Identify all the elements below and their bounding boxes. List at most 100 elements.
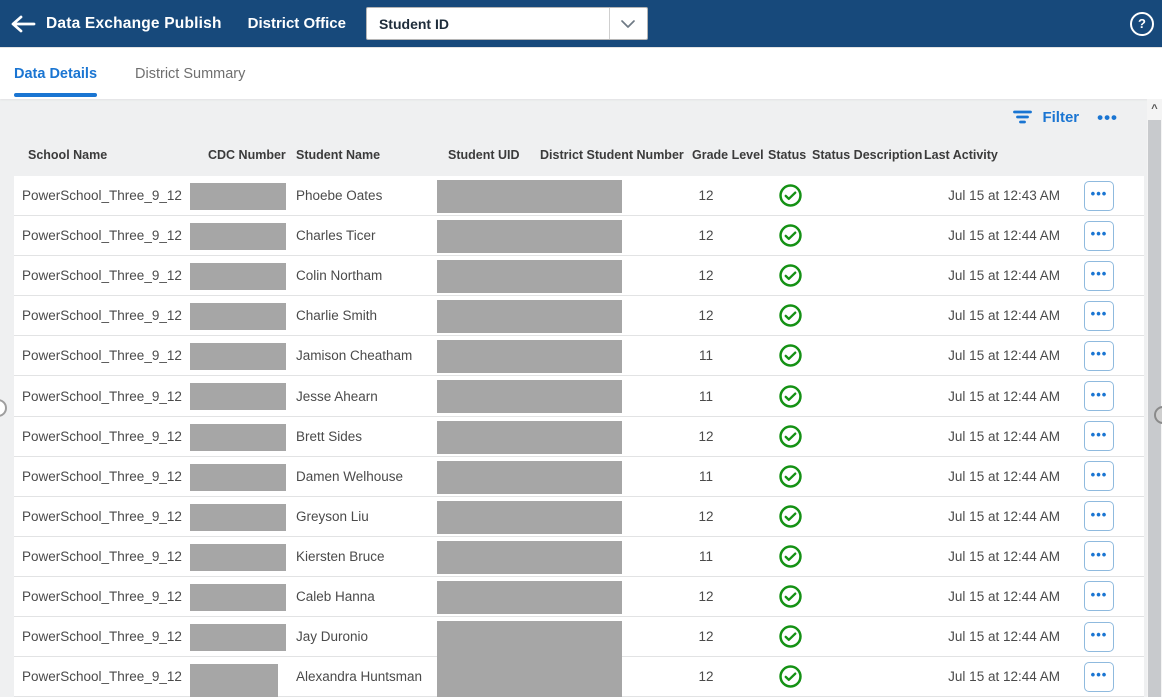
status-success-icon — [779, 537, 802, 576]
filter-button[interactable]: Filter — [1013, 109, 1079, 126]
cell-cdc-number-redacted — [190, 543, 286, 571]
context-title: District Office — [247, 15, 346, 32]
cell-school-name: PowerSchool_Three_9_12 — [22, 468, 182, 484]
row-actions-button[interactable]: ••• — [1084, 661, 1114, 692]
table-row: PowerSchool_Three_9_12 Caleb Hanna 12 Ju… — [14, 576, 1144, 618]
cell-grade-level: 12 — [698, 428, 714, 444]
row-actions-button[interactable]: ••• — [1084, 541, 1114, 572]
category-dropdown-value: Student ID — [378, 15, 449, 32]
cell-last-activity: Jul 15 at 12:44 AM — [948, 588, 1060, 604]
ellipsis-icon: ••• — [1090, 667, 1108, 683]
page-title: Data Exchange Publish — [46, 14, 222, 32]
row-actions-button[interactable]: ••• — [1084, 340, 1114, 371]
cell-student-name: Caleb Hanna — [296, 588, 375, 604]
back-button[interactable] — [0, 0, 46, 47]
help-button[interactable]: ? — [1130, 11, 1154, 36]
cell-last-activity: Jul 15 at 12:44 AM — [948, 348, 1060, 364]
scrollbar-thumb[interactable] — [1148, 120, 1161, 697]
cell-cdc-number-redacted — [190, 303, 286, 331]
ellipsis-icon: ••• — [1090, 426, 1108, 442]
table-row: PowerSchool_Three_9_12 Phoebe Oates 12 J… — [14, 176, 1144, 217]
cell-student-name: Alexandra Huntsman — [296, 669, 423, 685]
ellipsis-icon: ••• — [1090, 386, 1108, 402]
cell-student-name: Jesse Ahearn — [296, 388, 378, 404]
toolbar-overflow-button[interactable]: ••• — [1097, 109, 1118, 126]
row-actions-button[interactable]: ••• — [1084, 381, 1114, 412]
table-row: PowerSchool_Three_9_12 Greyson Liu 12 Ju… — [14, 496, 1144, 537]
cell-cdc-number-redacted — [190, 583, 286, 611]
question-mark-icon: ? — [1138, 16, 1146, 31]
cell-cdc-number-redacted — [190, 223, 286, 251]
cell-school-name: PowerSchool_Three_9_12 — [22, 348, 182, 364]
cell-student-uid-redacted — [437, 300, 622, 334]
cell-last-activity: Jul 15 at 12:44 AM — [948, 388, 1060, 404]
cell-school-name: PowerSchool_Three_9_12 — [22, 588, 182, 604]
scroll-left-button[interactable] — [0, 399, 7, 417]
cell-cdc-number-redacted — [190, 263, 286, 291]
status-success-icon — [779, 457, 802, 496]
cell-student-uid-redacted — [437, 661, 622, 697]
cell-student-uid-redacted — [437, 220, 622, 254]
table-row: PowerSchool_Three_9_12 Brett Sides 12 Ju… — [14, 416, 1144, 457]
cell-student-name: Jay Duronio — [296, 629, 369, 645]
cell-student-name: Charlie Smith — [296, 308, 378, 324]
cell-school-name: PowerSchool_Three_9_12 — [22, 308, 182, 324]
row-actions-button[interactable]: ••• — [1084, 501, 1114, 532]
cell-student-name: Brett Sides — [296, 428, 363, 444]
cell-student-name: Kiersten Bruce — [296, 548, 385, 564]
status-success-icon — [779, 176, 802, 215]
cell-last-activity: Jul 15 at 12:43 AM — [948, 188, 1060, 204]
scroll-up-button[interactable]: ^ — [1147, 99, 1162, 119]
cell-student-name: Colin Northam — [296, 268, 383, 284]
cell-grade-level: 11 — [698, 348, 713, 364]
row-actions-button[interactable]: ••• — [1084, 421, 1114, 452]
cell-grade-level: 11 — [698, 388, 713, 404]
table-row: PowerSchool_Three_9_12 Colin Northam 12 … — [14, 256, 1144, 297]
cell-last-activity: Jul 15 at 12:44 AM — [948, 548, 1060, 564]
cell-student-name: Damen Welhouse — [296, 468, 404, 484]
data-table: PowerSchool_Three_9_12 Phoebe Oates 12 J… — [14, 176, 1144, 697]
row-actions-button[interactable]: ••• — [1084, 461, 1114, 492]
cell-cdc-number-redacted — [190, 624, 286, 652]
cell-cdc-number-redacted — [190, 503, 286, 531]
column-header: District Student Number — [540, 148, 684, 162]
cell-last-activity: Jul 15 at 12:44 AM — [948, 669, 1060, 685]
table-toolbar: Filter ••• — [0, 99, 1140, 135]
ellipsis-icon: ••• — [1090, 506, 1108, 522]
cell-student-uid-redacted — [437, 540, 622, 574]
column-header: Grade Level — [692, 148, 764, 162]
cell-student-uid-redacted — [437, 180, 622, 213]
row-actions-button[interactable]: ••• — [1084, 621, 1114, 652]
tab-data-details[interactable]: Data Details — [14, 48, 98, 99]
status-success-icon — [779, 497, 802, 536]
row-actions-button[interactable]: ••• — [1084, 581, 1114, 612]
ellipsis-icon: ••• — [1090, 466, 1108, 482]
status-success-icon — [779, 336, 802, 375]
row-actions-button[interactable]: ••• — [1084, 220, 1114, 251]
cell-student-uid-redacted — [437, 340, 622, 374]
tab-district-summary[interactable]: District Summary — [135, 48, 245, 99]
scroll-right-button[interactable] — [1154, 406, 1162, 424]
filter-label: Filter — [1042, 108, 1080, 126]
row-actions-button[interactable]: ••• — [1084, 300, 1114, 331]
cell-last-activity: Jul 15 at 12:44 AM — [948, 268, 1060, 284]
cell-last-activity: Jul 15 at 12:44 AM — [948, 308, 1060, 324]
row-actions-button[interactable]: ••• — [1084, 180, 1114, 211]
arrow-left-icon — [10, 15, 36, 33]
table-row: PowerSchool_Three_9_12 Alexandra Huntsma… — [14, 657, 1144, 697]
column-header: Status Description — [812, 148, 923, 162]
cell-school-name: PowerSchool_Three_9_12 — [22, 428, 182, 444]
status-success-icon — [779, 296, 802, 335]
cell-grade-level: 12 — [698, 669, 714, 685]
cell-school-name: PowerSchool_Three_9_12 — [22, 508, 182, 524]
cell-student-name: Jamison Cheatham — [296, 348, 413, 364]
cell-cdc-number-redacted — [190, 183, 286, 210]
status-success-icon — [779, 577, 802, 616]
cell-school-name: PowerSchool_Three_9_12 — [22, 629, 182, 645]
ellipsis-icon: ••• — [1090, 627, 1108, 643]
row-actions-button[interactable]: ••• — [1084, 260, 1114, 291]
cell-last-activity: Jul 15 at 12:44 AM — [948, 508, 1060, 524]
cell-grade-level: 12 — [698, 228, 714, 244]
category-dropdown[interactable]: Student ID — [365, 7, 648, 40]
tab-label: Data Details — [14, 65, 98, 82]
